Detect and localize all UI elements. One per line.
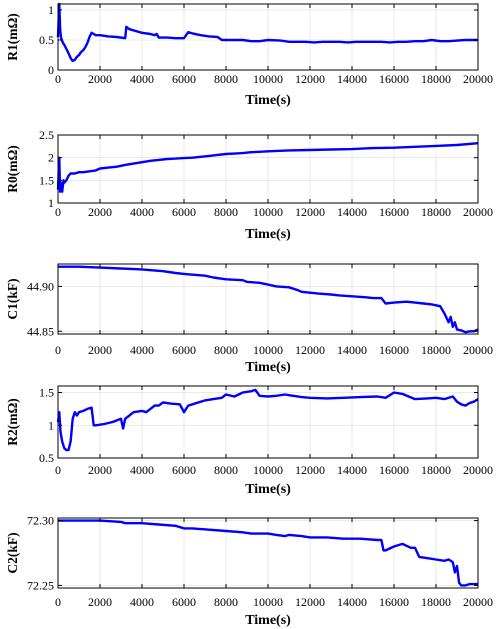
y-tick-label: 1.5 xyxy=(39,386,54,400)
y-tick-label: 2.5 xyxy=(39,128,54,142)
x-tick-label: 4000 xyxy=(130,463,154,477)
x-tick-label: 0 xyxy=(55,595,61,609)
x-tick-label: 0 xyxy=(55,463,61,477)
x-tick-label: 12000 xyxy=(295,463,325,477)
y-axis-label: C2(kF) xyxy=(5,532,20,573)
y-tick-label: 44.90 xyxy=(27,279,54,293)
panel-c1: C1(kF) Time(s) 0 2000 4000 6000 8000 10000 120… xyxy=(5,263,493,375)
x-tick-label: 16000 xyxy=(379,463,409,477)
x-tick-label: 8000 xyxy=(214,595,238,609)
y-axis-label: R1(mΩ) xyxy=(5,13,20,61)
y-tick-label: 0.5 xyxy=(39,33,54,47)
series-line xyxy=(58,519,478,587)
x-axis-label: Time(s) xyxy=(245,613,291,628)
y-tick-label: 0.5 xyxy=(39,451,54,465)
series-line xyxy=(56,142,479,193)
x-tick-label: 8000 xyxy=(214,343,238,357)
x-tick-label: 4000 xyxy=(130,595,154,609)
x-tick-label: 14000 xyxy=(337,463,367,477)
x-tick-label: 0 xyxy=(55,343,61,357)
x-tick-label: 18000 xyxy=(421,595,451,609)
x-axis-label: Time(s) xyxy=(245,360,291,375)
y-tick-label: 44.85 xyxy=(27,324,54,338)
x-tick-label: 12000 xyxy=(295,595,325,609)
x-tick-label: 14000 xyxy=(337,595,367,609)
x-tick-label: 18000 xyxy=(421,343,451,357)
x-tick-label: 4000 xyxy=(130,72,154,86)
x-tick-label: 12000 xyxy=(295,205,325,219)
x-tick-label: 10000 xyxy=(253,205,283,219)
x-tick-label: 6000 xyxy=(172,72,196,86)
x-tick-label: 2000 xyxy=(88,343,112,357)
x-tick-label: 6000 xyxy=(172,343,196,357)
y-tick-label: 1 xyxy=(48,3,54,17)
y-tick-label: 0 xyxy=(48,63,54,77)
x-tick-label: 18000 xyxy=(421,463,451,477)
y-axis-label: R0(mΩ) xyxy=(5,145,20,193)
x-tick-label: 14000 xyxy=(337,343,367,357)
x-tick-label: 20000 xyxy=(463,72,493,86)
x-tick-label: 6000 xyxy=(172,205,196,219)
panel-c2: C2(kF) Time(s) 0 2000 4000 6000 8000 10000 120… xyxy=(5,514,493,628)
x-tick-label: 8000 xyxy=(214,463,238,477)
y-tick-label: 1 xyxy=(48,418,54,432)
x-tick-label: 6000 xyxy=(172,595,196,609)
x-tick-label: 2000 xyxy=(88,205,112,219)
x-tick-label: 4000 xyxy=(130,205,154,219)
x-tick-label: 10000 xyxy=(253,343,283,357)
x-tick-label: 10000 xyxy=(253,72,283,86)
x-tick-label: 2000 xyxy=(88,72,112,86)
y-tick-label: 1.5 xyxy=(39,173,54,187)
x-tick-label: 10000 xyxy=(253,463,283,477)
x-tick-label: 18000 xyxy=(421,205,451,219)
panel-r1: R1(mΩ) Time(s) 0 2000 4000 6000 8000 10000 120… xyxy=(5,2,493,108)
y-tick-label: 72.25 xyxy=(27,578,54,592)
x-tick-label: 20000 xyxy=(463,343,493,357)
x-axis-label: Time(s) xyxy=(245,93,291,108)
y-tick-label: 2 xyxy=(48,151,54,165)
x-tick-label: 20000 xyxy=(463,205,493,219)
x-tick-label: 2000 xyxy=(88,463,112,477)
x-tick-label: 0 xyxy=(55,205,61,219)
x-axis-label: Time(s) xyxy=(245,227,291,242)
y-tick-label: 1 xyxy=(48,196,54,210)
series-line xyxy=(56,2,478,63)
x-tick-label: 16000 xyxy=(379,205,409,219)
x-tick-label: 12000 xyxy=(295,72,325,86)
x-tick-label: 16000 xyxy=(379,343,409,357)
x-tick-label: 10000 xyxy=(253,595,283,609)
series-line xyxy=(58,265,479,334)
x-tick-label: 16000 xyxy=(379,72,409,86)
panel-r0: R0(mΩ) Time(s) 0 2000 4000 6000 8000 10000 120… xyxy=(5,128,493,242)
x-tick-label: 20000 xyxy=(463,463,493,477)
x-tick-label: 8000 xyxy=(214,72,238,86)
x-axis-label: Time(s) xyxy=(245,482,291,497)
x-tick-label: 18000 xyxy=(421,72,451,86)
x-tick-label: 0 xyxy=(55,72,61,86)
x-tick-label: 2000 xyxy=(88,595,112,609)
x-tick-label: 8000 xyxy=(214,205,238,219)
x-tick-label: 16000 xyxy=(379,595,409,609)
x-tick-label: 4000 xyxy=(130,343,154,357)
x-tick-label: 6000 xyxy=(172,463,196,477)
y-tick-label: 72.30 xyxy=(27,514,54,528)
panel-r2: R2(mΩ) Time(s) 0 2000 4000 6000 8000 10000 120… xyxy=(5,385,493,497)
x-tick-label: 20000 xyxy=(463,595,493,609)
x-tick-label: 12000 xyxy=(295,343,325,357)
x-tick-label: 14000 xyxy=(337,72,367,86)
series-line xyxy=(56,388,479,452)
x-tick-label: 14000 xyxy=(337,205,367,219)
y-axis-label: C1(kF) xyxy=(5,278,20,319)
y-axis-label: R2(mΩ) xyxy=(5,398,20,446)
